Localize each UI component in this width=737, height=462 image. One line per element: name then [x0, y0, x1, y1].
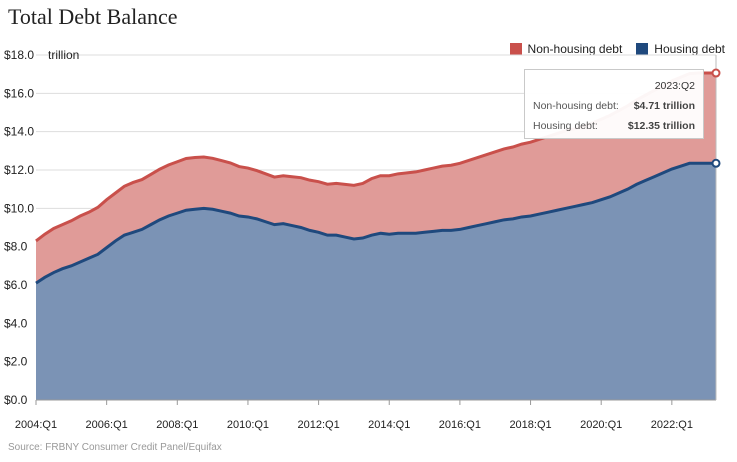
housing-hover-point — [711, 158, 721, 168]
x-tick-label: 2016:Q1 — [439, 419, 481, 431]
tooltip-value-housing: $12.35 trillion — [627, 120, 695, 132]
chart-title: Total Debt Balance — [8, 4, 178, 29]
y-tick-label: $16.0 — [4, 86, 34, 100]
x-tick-label: 2004:Q1 — [15, 419, 57, 431]
y-tick-label: $0.0 — [4, 393, 28, 407]
x-tick-label: 2006:Q1 — [86, 419, 128, 431]
y-tick-label: $4.0 — [4, 316, 28, 330]
x-tick-label: 2010:Q1 — [227, 419, 269, 431]
legend-item-housing[interactable]: Housing debt — [636, 42, 725, 56]
legend: Non-housing debt Housing debt — [509, 42, 725, 56]
legend-item-non-housing[interactable]: Non-housing debt — [509, 42, 623, 56]
non-housing-hover-point — [711, 68, 721, 78]
y-tick-label: $10.0 — [4, 201, 34, 215]
x-tick-label: 2012:Q1 — [297, 419, 339, 431]
y-tick-label: $6.0 — [4, 278, 28, 292]
y-tick-label: $8.0 — [4, 240, 28, 254]
y-tick-label: $12.0 — [4, 163, 34, 177]
tooltip-period: 2023:Q2 — [654, 80, 695, 92]
x-tick-label: 2022:Q1 — [651, 419, 693, 431]
x-tick-label: 2008:Q1 — [156, 419, 198, 431]
housing-line — [35, 161, 716, 285]
tooltip-row-non-housing: Non-housing debt: $4.71 trillion — [533, 100, 695, 112]
x-tick-label: 2014:Q1 — [368, 419, 410, 431]
tooltip: 2023:Q2 Non-housing debt: $4.71 trillion… — [524, 69, 704, 139]
tooltip-label-housing: Housing debt: — [533, 120, 598, 132]
housing-area — [36, 163, 716, 400]
source-note: Source: FRBNY Consumer Credit Panel/Equi… — [8, 442, 222, 453]
tooltip-value-non-housing: $4.71 trillion — [633, 100, 695, 112]
x-tick-label: 2020:Q1 — [580, 419, 622, 431]
y-tick-label: $14.0 — [4, 125, 34, 139]
legend-label-housing: Housing debt — [654, 42, 725, 56]
tooltip-row-housing: Housing debt: $12.35 trillion — [533, 120, 695, 132]
legend-label-non-housing: Non-housing debt — [527, 42, 623, 56]
y-axis-unit-label: trillion — [48, 48, 79, 62]
legend-swatch-housing — [636, 43, 649, 55]
tooltip-label-non-housing: Non-housing debt: — [533, 100, 619, 112]
y-tick-label: $18.0 — [4, 48, 34, 62]
y-tick-label: $2.0 — [4, 355, 28, 369]
legend-swatch-non-housing — [509, 43, 522, 55]
x-tick-label: 2018:Q1 — [509, 419, 551, 431]
